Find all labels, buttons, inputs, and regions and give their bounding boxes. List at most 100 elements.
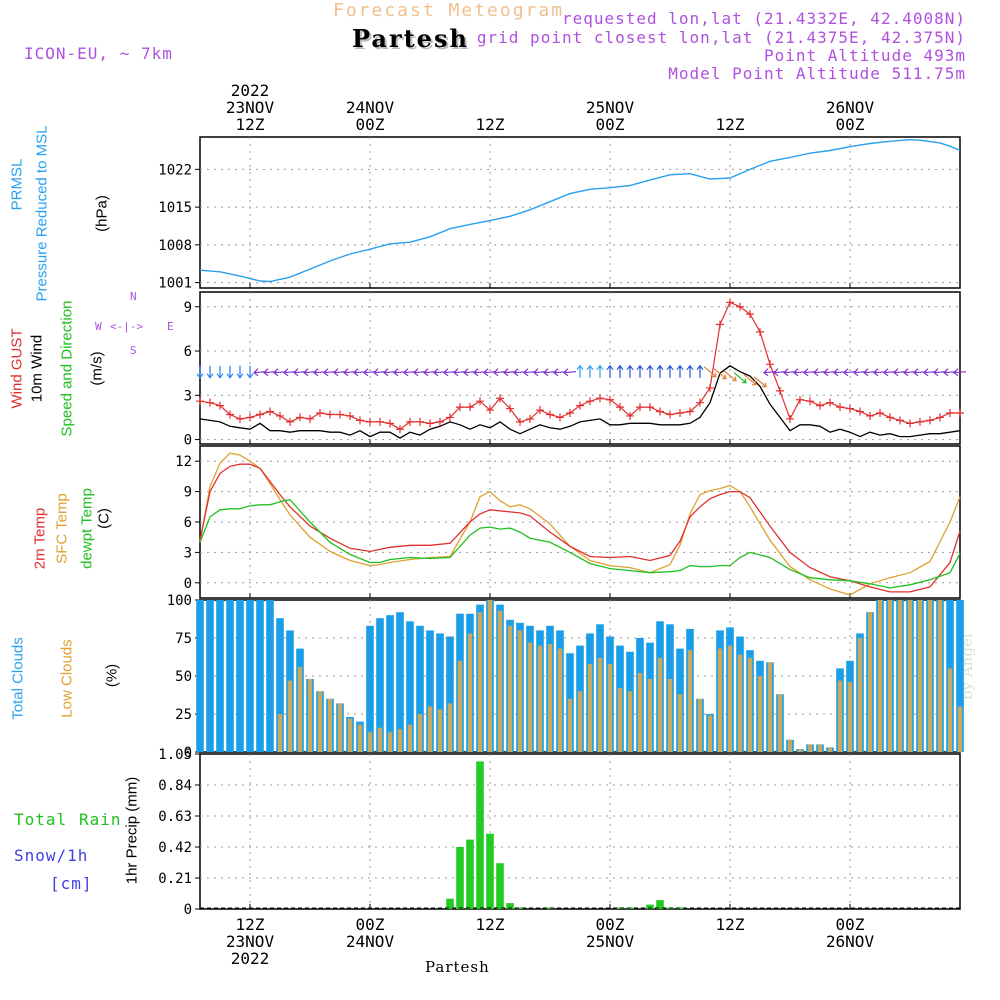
- wind-gust-marker: [356, 416, 364, 425]
- wind-gust-marker: [206, 398, 214, 407]
- wind-gust-marker: [796, 395, 804, 404]
- wind-gust-marker: [226, 410, 234, 419]
- wind-gust-marker: [566, 409, 574, 418]
- bottom-time-label: 26NOV: [826, 932, 875, 951]
- wind-gust-marker: [806, 397, 814, 406]
- precip-bar: [646, 904, 654, 909]
- bottom-time-label: 12Z: [716, 915, 745, 934]
- wind-direction-arrow: [696, 364, 704, 378]
- low-cloud-bar: [357, 724, 363, 752]
- wind-gust-marker: [326, 410, 334, 419]
- low-cloud-bar: [747, 657, 753, 752]
- y-tick-label: 3: [184, 545, 192, 561]
- low-cloud-bar: [407, 724, 413, 752]
- wind-gust-marker: [616, 403, 624, 412]
- wind-gust-marker: [546, 410, 554, 419]
- wind-direction-arrow: [206, 365, 214, 379]
- total-cloud-bar: [216, 600, 224, 752]
- y-tick-label: 1008: [158, 238, 192, 254]
- low-cloud-bar: [687, 650, 693, 752]
- wind-gust-marker: [896, 416, 904, 425]
- wind-gust-marker: [746, 310, 754, 319]
- low-cloud-bar: [937, 600, 943, 752]
- wind-direction-arrow: [236, 365, 244, 379]
- low-cloud-bar: [517, 630, 523, 752]
- low-cloud-bar: [757, 676, 763, 752]
- y-tick-label: 75: [175, 631, 192, 647]
- wind-gust-marker: [866, 411, 874, 420]
- wind-10m-line: [199, 365, 961, 439]
- y-tick-label: 9: [184, 485, 192, 501]
- top-time-label: 00Z: [836, 115, 865, 134]
- low-cloud-bar: [567, 698, 573, 752]
- wind-direction-arrow: [953, 368, 967, 377]
- wind-direction-arrow: [596, 364, 604, 378]
- precip-bar: [516, 907, 524, 909]
- low-cloud-bar: [657, 657, 663, 752]
- wind-gust-marker: [586, 397, 594, 406]
- total-cloud-bar: [256, 600, 264, 752]
- precip-bar: [486, 833, 494, 909]
- y-tick-label: 6: [184, 344, 192, 360]
- wind-gust-marker: [856, 407, 864, 416]
- low-cloud-bar: [507, 625, 513, 752]
- wind-gust-marker: [736, 302, 744, 311]
- panel-frame-precipitation: [199, 753, 961, 910]
- wind-direction-arrow: [656, 364, 664, 378]
- sfc-temp-line: [199, 452, 961, 596]
- wind-gust-marker: [316, 409, 324, 418]
- low-cloud-bar: [727, 645, 733, 752]
- low-cloud-bar: [337, 703, 343, 752]
- wind-gust-marker: [256, 410, 264, 419]
- total-cloud-bar: [246, 600, 254, 752]
- wind-gust-marker: [686, 407, 694, 416]
- low-cloud-bar: [347, 718, 353, 752]
- wind-direction-arrow: [216, 365, 224, 379]
- wind-gust-marker: [706, 383, 714, 392]
- low-cloud-bar: [297, 666, 303, 752]
- wind-gust-marker: [936, 413, 944, 422]
- low-cloud-bar: [837, 680, 843, 752]
- low-cloud-bar: [317, 691, 323, 752]
- wind-gust-marker: [466, 403, 474, 412]
- model-name: ICON-EU, ~ 7km: [24, 44, 173, 63]
- wind-gust-marker: [506, 404, 514, 413]
- y-tick-label: 0: [184, 745, 192, 761]
- y-tick-label: 0.84: [158, 778, 192, 794]
- wind-gust-marker: [756, 327, 764, 336]
- point-altitude: Point Altitude 493m: [763, 46, 966, 65]
- low-cloud-bar: [457, 660, 463, 752]
- wind-gust-marker: [286, 417, 294, 426]
- bottom-time-label: 25NOV: [586, 932, 635, 951]
- bottom-time-label: 12Z: [476, 915, 505, 934]
- y-tick-label: 0.21: [158, 871, 192, 887]
- bottom-time-label: 00Z: [356, 915, 385, 934]
- y-tick-label: 6: [184, 515, 192, 531]
- wind-gust-marker: [816, 401, 824, 410]
- wind-gust-marker: [196, 397, 204, 406]
- wind-gust-marker: [366, 417, 374, 426]
- top-time-label: 26NOV: [826, 98, 875, 117]
- top-time-label: 24NOV: [346, 98, 395, 117]
- low-cloud-bar: [277, 714, 283, 752]
- wind-direction-arrow: [626, 364, 634, 378]
- wind-gust-marker: [956, 409, 964, 418]
- low-cloud-bar: [947, 668, 953, 752]
- low-cloud-bar: [677, 694, 683, 752]
- wind-gust-marker: [556, 413, 564, 422]
- total-cloud-bar: [366, 625, 374, 752]
- wind-direction-arrow: [753, 376, 767, 388]
- precip-total-label: Total: [14, 810, 68, 829]
- low-cloud-bar: [777, 694, 783, 752]
- total-cloud-bar: [396, 612, 404, 752]
- low-cloud-bar: [907, 600, 913, 752]
- wind-direction-arrow: [646, 364, 654, 378]
- low-cloud-bar: [547, 644, 553, 752]
- y-tick-label: 1.05: [158, 747, 192, 763]
- y-tick-label: 1001: [158, 276, 192, 292]
- low-cloud-bar: [487, 600, 493, 752]
- y-tick-label: 0: [184, 902, 192, 918]
- wind-direction-arrow: [246, 365, 254, 379]
- wind-gust-marker: [376, 417, 384, 426]
